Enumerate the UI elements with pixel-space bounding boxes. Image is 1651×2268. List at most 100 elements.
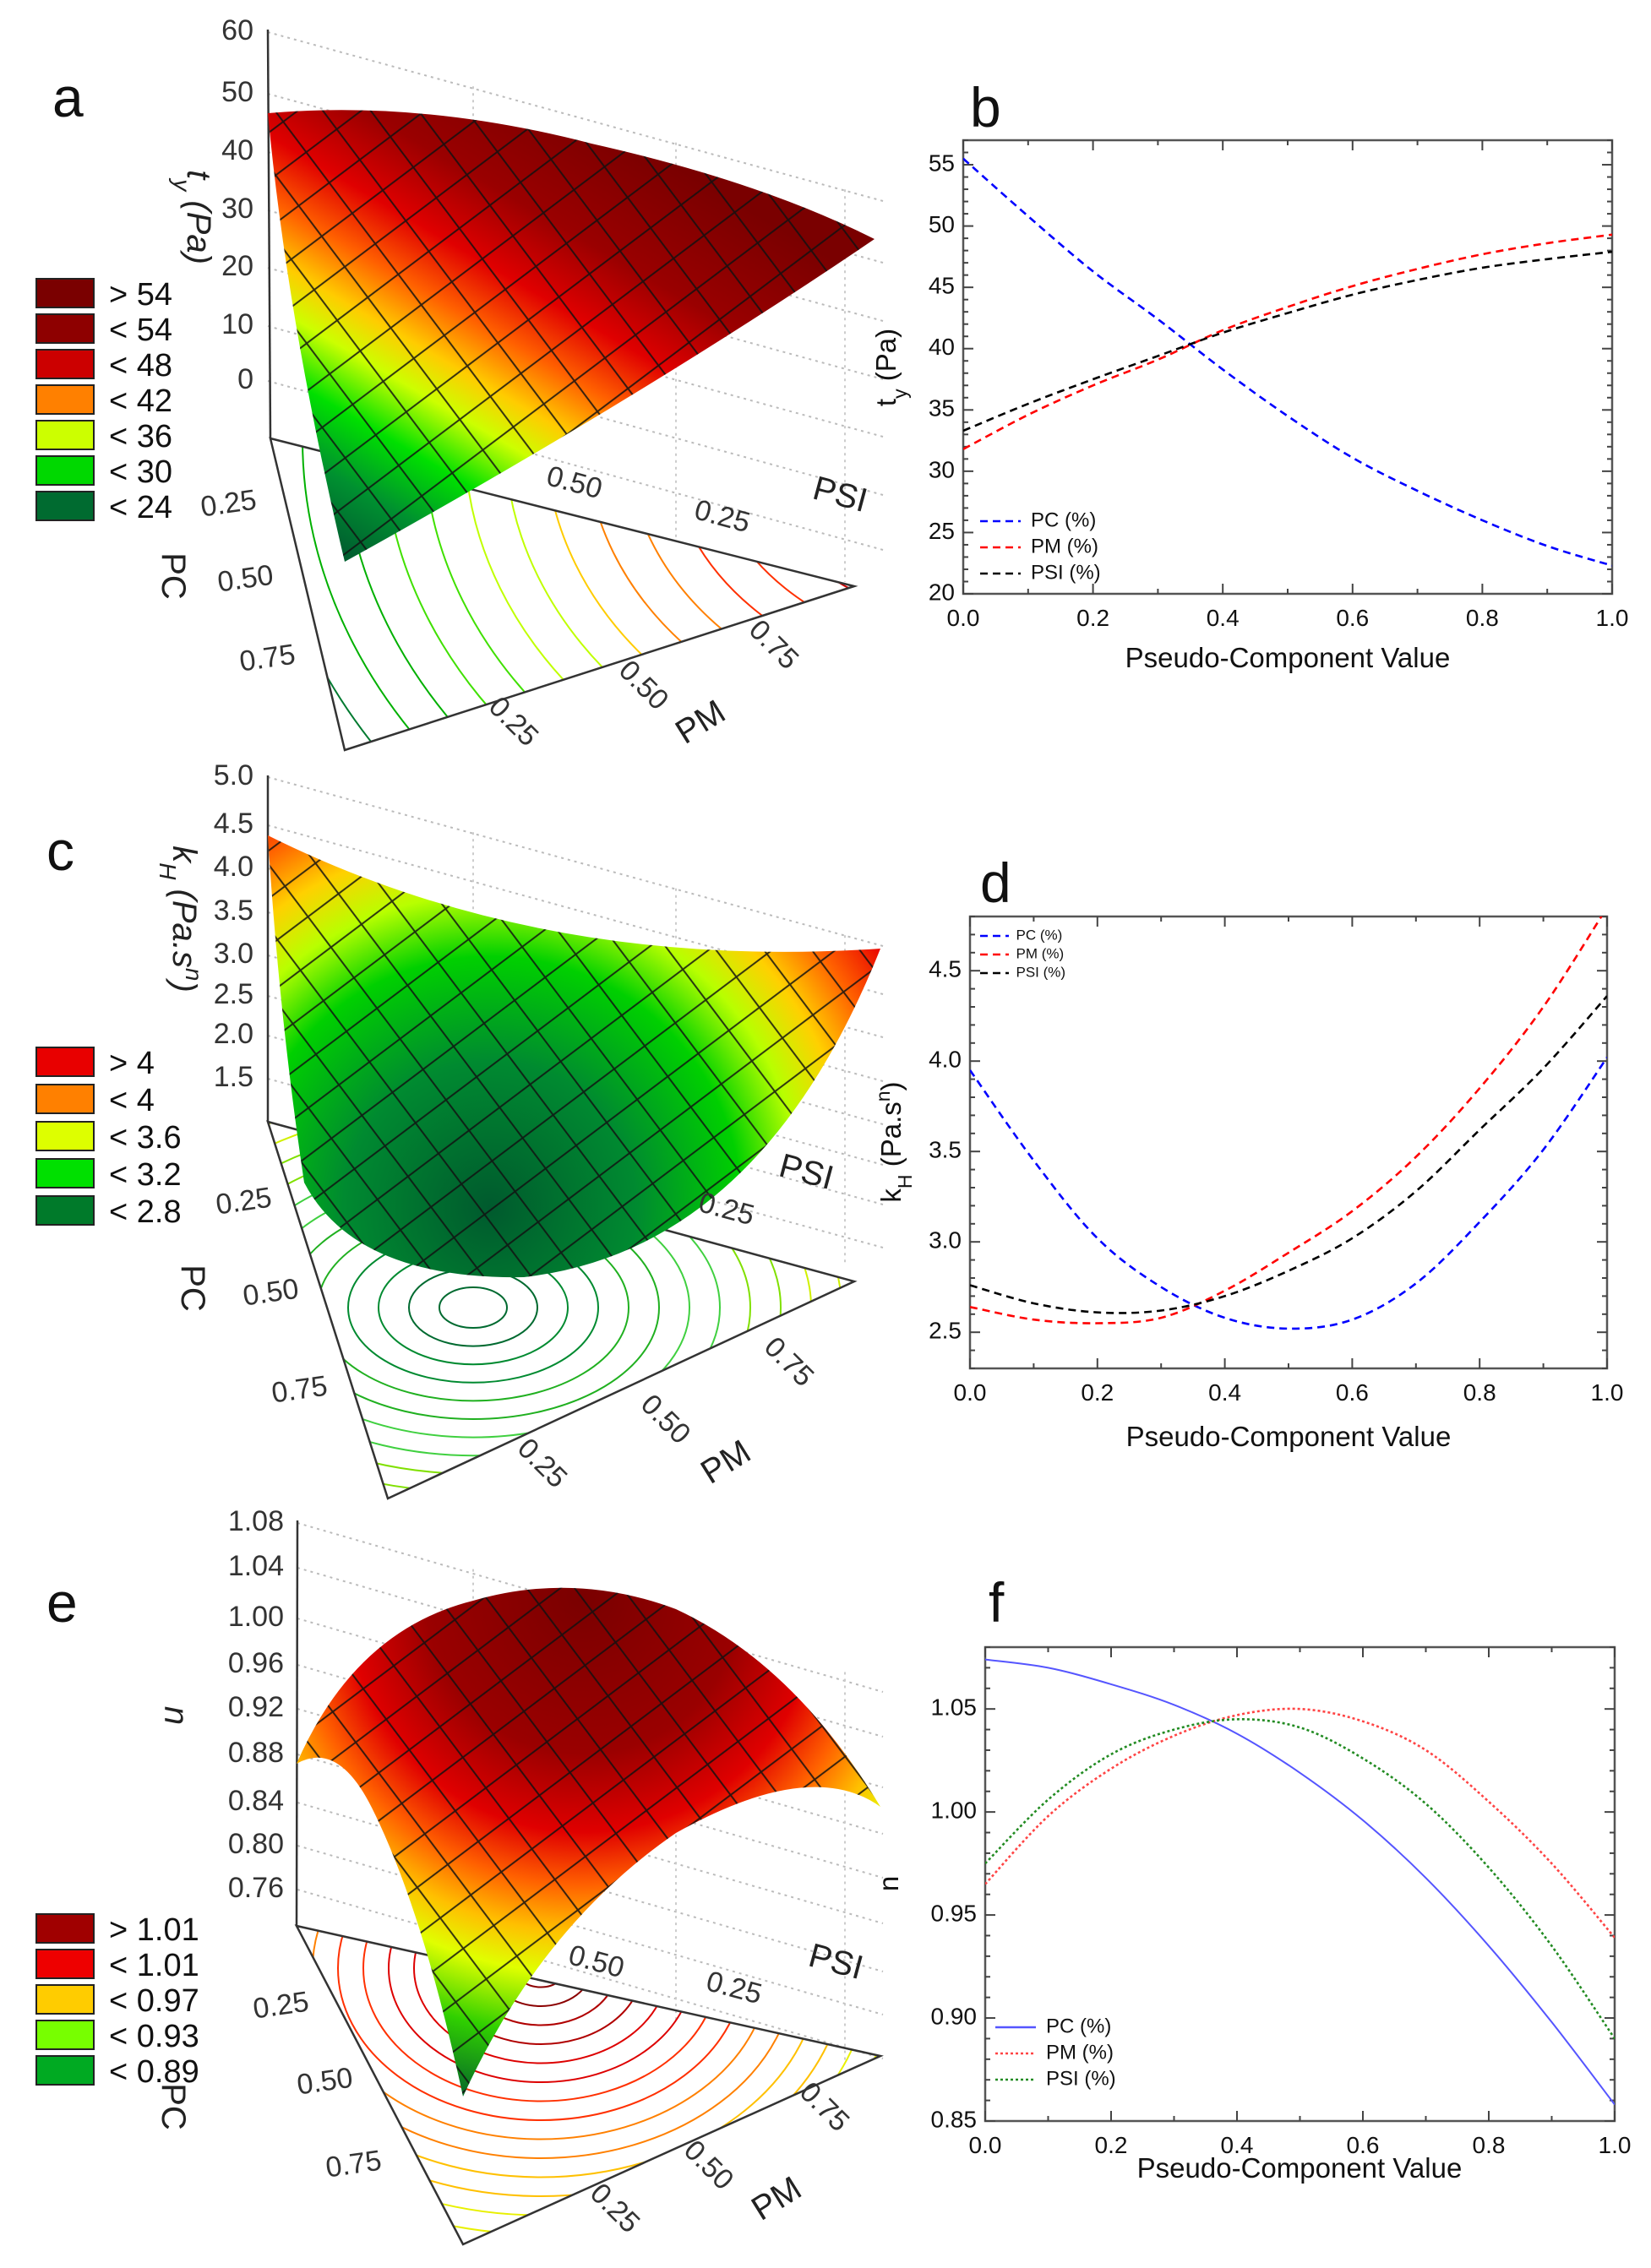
base-triangle <box>269 437 858 752</box>
chart-legend: PC (%) PM (%) PSI (%) <box>995 2015 1116 2090</box>
y-axis-title-sub: H <box>894 1174 916 1188</box>
legend-label: PM (%) <box>1031 535 1098 557</box>
y-tick-label: 0.95 <box>931 1900 978 1926</box>
series-group <box>985 1658 1615 2106</box>
legend-label: PSI (%) <box>1046 2067 1116 2090</box>
psi-tick-label: 0.50 <box>543 460 606 505</box>
x-tick-label: 0.0 <box>947 605 980 631</box>
pc-tick-label: 0.50 <box>241 1273 301 1313</box>
z-tick-label: 2.5 <box>214 978 253 1010</box>
panel-label-b: b <box>970 76 1001 139</box>
contour-line <box>408 1268 538 1347</box>
z-tick-label: 4.5 <box>214 808 253 840</box>
z-tick-label: 3.5 <box>214 895 253 927</box>
chart-legend: PC (%) PM (%) PSI (%) <box>980 927 1065 980</box>
series-line-pc <box>963 157 1612 567</box>
y-tick-label: 50 <box>929 211 955 237</box>
x-tick-label: 0.8 <box>1463 1379 1496 1406</box>
panel-label-c: c <box>46 819 74 882</box>
x-tick-label: 0.8 <box>1466 605 1499 631</box>
y-tick-label: 0.85 <box>931 2106 978 2132</box>
legend-label: < 1.01 <box>109 1948 199 1983</box>
x-tick-label: 0.8 <box>1473 2132 1506 2158</box>
z-tick-label: 0.88 <box>228 1737 284 1769</box>
z-tick-label: 2.0 <box>214 1018 253 1050</box>
y-axis-title: ty (Pa) <box>870 329 911 406</box>
legend-label: < 42 <box>109 383 172 419</box>
y-tick-label: 20 <box>929 579 955 605</box>
pc-tick-label: 0.75 <box>270 1370 330 1410</box>
z-axis-title-sub: H <box>155 862 182 880</box>
pm-tick-label: 0.25 <box>482 690 545 753</box>
panel-label-f: f <box>989 1571 1005 1634</box>
plot-frame <box>968 915 1609 1370</box>
legend-label: < 54 <box>109 313 172 348</box>
z-tick-label: 0.92 <box>228 1691 284 1723</box>
panel-label-a: a <box>52 66 84 128</box>
z-tick-label: 1.04 <box>228 1550 284 1582</box>
y-tick-label: 1.05 <box>931 1694 978 1721</box>
y-tick-label: 3.5 <box>929 1137 962 1163</box>
y-tick-label: 4.5 <box>929 956 962 982</box>
z-tick-label: 1.00 <box>228 1601 284 1633</box>
series-line-pc <box>985 1658 1615 2106</box>
gridline <box>267 776 884 947</box>
z-tick-label: 10 <box>221 308 253 340</box>
pc-tick-label: 0.50 <box>295 2062 355 2102</box>
legend-swatch <box>35 1984 95 2015</box>
y-axis-title: kH (Pa.sn) <box>872 1081 916 1202</box>
pm-tick-label: 0.75 <box>758 1330 820 1393</box>
z-tick-label: 50 <box>221 76 253 108</box>
legend-label: > 54 <box>109 277 172 313</box>
series-line-pm <box>985 1707 1615 1939</box>
gridline <box>267 824 884 995</box>
series-line-pm <box>963 233 1612 450</box>
x-tick-label: 0.6 <box>1336 1379 1369 1406</box>
y-tick-label: 30 <box>929 456 955 482</box>
pc-tick-label: 0.25 <box>214 1182 274 1221</box>
x-tick-label: 0.2 <box>1081 1379 1114 1406</box>
line-chart-b: 0.0 0.2 0.4 0.6 0.8 1.0 20 25 30 35 40 45 50 55 Pseudo… <box>870 139 1628 673</box>
y-tick-label: 3.0 <box>929 1227 962 1254</box>
legend-label: > 4 <box>109 1046 155 1081</box>
x-axis-title: Pseudo-Component Value <box>1126 1421 1452 1452</box>
surface-mesh <box>268 110 875 562</box>
z-axis-title-rest: (Pa.s <box>166 879 203 967</box>
legend-swatch <box>35 1158 95 1188</box>
surface-mesh <box>268 835 880 1278</box>
z-tick-label: 1.08 <box>228 1505 284 1537</box>
legend-label: < 24 <box>109 490 172 525</box>
legend-label: PSI (%) <box>1016 964 1066 980</box>
pc-axis-label: PC <box>174 1265 211 1312</box>
z-tick-label: 0.96 <box>228 1647 284 1679</box>
series-line-pc <box>970 1057 1607 1330</box>
y-axis-title-sub: y <box>889 389 911 399</box>
panel-label-e: e <box>46 1571 78 1634</box>
pc-tick-label: 0.75 <box>237 639 297 678</box>
x-tick-label: 0.2 <box>1095 2132 1128 2158</box>
y-tick-label: 0.90 <box>931 2003 978 2029</box>
legend-swatch <box>35 2020 95 2050</box>
legend-label: > 1.01 <box>109 1912 199 1948</box>
x-tick-label: 0.0 <box>954 1379 987 1406</box>
legend-label: < 48 <box>109 348 172 383</box>
y-axis-title-rest: (Pa.s <box>875 1101 907 1174</box>
pm-tick-label: 0.50 <box>613 654 675 716</box>
y-axis-title-main: k <box>875 1188 907 1203</box>
legend-label: < 30 <box>109 454 172 490</box>
z-tick-label: 4.0 <box>214 851 253 883</box>
surface-legend: > 4< 4< 3.6< 3.2< 2.8 <box>35 1046 182 1230</box>
legend-label: < 4 <box>109 1083 155 1118</box>
x-tick-label: 0.6 <box>1347 2132 1380 2158</box>
series-line-pm <box>970 916 1603 1324</box>
z-axis-title: kH (Pa.sn) <box>155 846 208 993</box>
series-group <box>970 916 1607 1330</box>
pc-tick-label: 0.25 <box>251 1986 311 2026</box>
legend-swatch <box>35 420 95 450</box>
pc-axis-label: PC <box>155 2083 192 2130</box>
legend-label: PC (%) <box>1031 509 1096 531</box>
psi-tick-label: 0.25 <box>703 1965 766 2010</box>
legend-swatch <box>35 349 95 379</box>
